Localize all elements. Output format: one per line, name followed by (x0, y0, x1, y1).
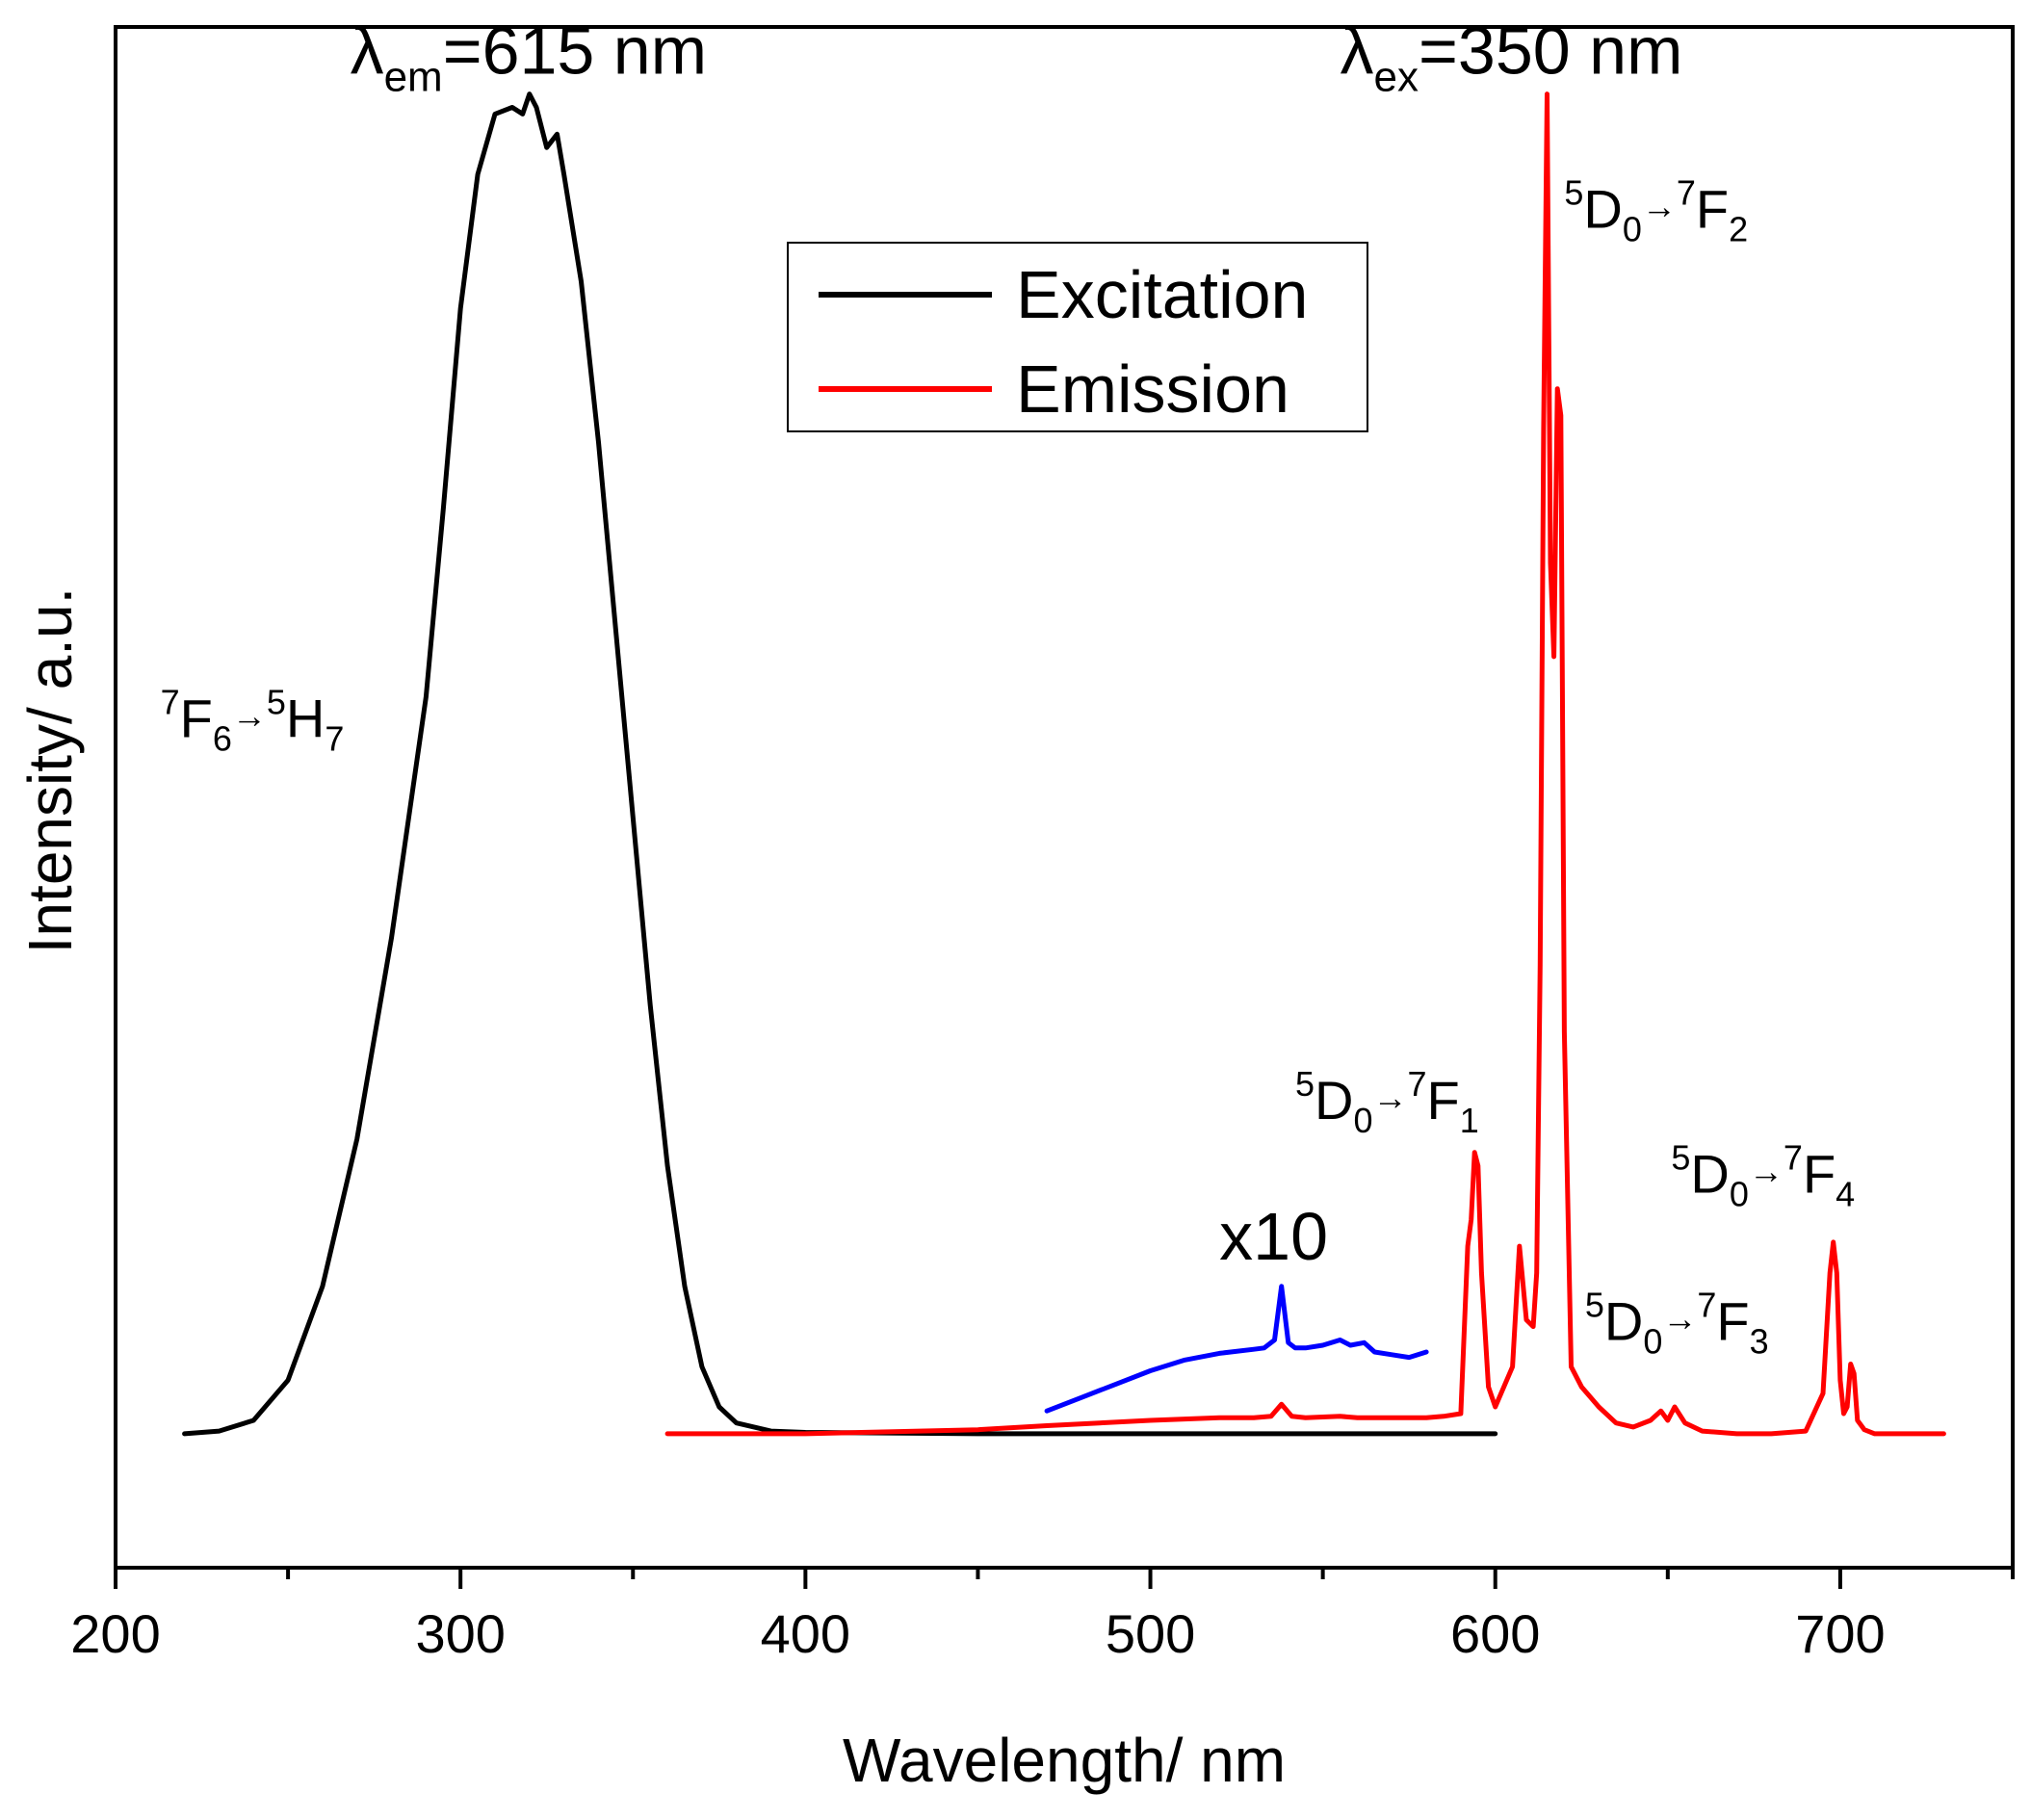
legend-box (787, 242, 1368, 432)
transition-label: 5D0→7F1 (1295, 1064, 1479, 1140)
legend: Excitation Emission (787, 242, 1368, 432)
transition-label-part: 7 (1784, 1137, 1803, 1177)
transition-label-part: 5 (1564, 173, 1583, 213)
lambda-symbol: λ (1341, 13, 1374, 89)
transition-label-part: D (1583, 179, 1622, 240)
transition-label-part: → (1749, 1151, 1784, 1190)
transition-label-part: 3 (1750, 1321, 1769, 1361)
series-line-emission (664, 91, 1946, 1437)
scale-factor-label: x10 (1219, 1199, 1328, 1274)
series-line-excitation (182, 91, 1498, 1437)
lambda-subscript: ex (1374, 54, 1419, 101)
transition-label-part: → (1662, 1298, 1697, 1338)
series-line-x10 (1044, 1284, 1429, 1414)
wavelength-value: =350 nm (1419, 13, 1682, 89)
transition-label-part: 0 (1353, 1101, 1372, 1140)
transition-label-part: 0 (1623, 210, 1642, 249)
transition-label-part: F (180, 688, 213, 748)
x-tick-label: 200 (70, 1603, 160, 1664)
transition-label-part: 5 (1671, 1137, 1690, 1177)
transition-label-part: → (232, 695, 267, 735)
transition-label-part: 5 (267, 682, 286, 721)
transition-label-part: 7 (1677, 173, 1696, 213)
x-axis-title: Wavelength/ nm (843, 1726, 1286, 1795)
transition-label-part: 5 (1585, 1285, 1604, 1324)
wavelength-label: λex=350 nm (1341, 13, 1683, 101)
transition-label-part: 0 (1730, 1174, 1749, 1213)
transition-label-part: 4 (1836, 1174, 1855, 1213)
x-tick-label: 500 (1106, 1603, 1195, 1664)
wavelength-value: =615 nm (443, 13, 707, 89)
y-axis-title: Intensity/ a.u. (15, 587, 85, 954)
transition-label-part: H (286, 688, 325, 748)
lambda-subscript: em (384, 54, 443, 101)
transition-label-part: D (1690, 1143, 1729, 1204)
legend-label-excitation: Excitation (1016, 257, 1308, 332)
plot-frame (114, 25, 2015, 1570)
transition-label-part: 2 (1729, 210, 1748, 249)
transition-label-part: 6 (213, 718, 232, 758)
transition-label-part: F (1803, 1143, 1836, 1204)
transition-label-part: 1 (1460, 1101, 1479, 1140)
x-tick-label: 600 (1450, 1603, 1540, 1664)
lambda-symbol: λ (351, 13, 384, 89)
x-tick-label: 700 (1795, 1603, 1885, 1664)
x-axis-tick-labels: 200 300 400 500 600 700 (70, 1603, 1885, 1664)
transition-label-part: F (1427, 1070, 1460, 1131)
transition-label-part: 7 (161, 682, 180, 721)
transition-label-part: → (1642, 187, 1677, 226)
transition-label-part: F (1716, 1290, 1749, 1351)
legend-label-emission: Emission (1016, 351, 1289, 427)
annotations-layer: λem=615 nm λex=350 nm7F6→5H75D0→7F25D0→7F… (161, 13, 1856, 1362)
x-axis-ticks (114, 1568, 2015, 1589)
transition-label-part: F (1696, 179, 1729, 240)
x-tick-label: 400 (761, 1603, 850, 1664)
transition-label: 5D0→7F2 (1564, 173, 1748, 249)
transition-label-part: D (1604, 1290, 1643, 1351)
transition-label-part: → (1372, 1078, 1407, 1117)
transition-label-part: D (1315, 1070, 1353, 1131)
x-tick-label: 300 (415, 1603, 505, 1664)
transition-label: 5D0→7F4 (1671, 1137, 1855, 1213)
transition-label-part: 0 (1643, 1321, 1662, 1361)
transition-label-part: 7 (1697, 1285, 1716, 1324)
wavelength-label: λem=615 nm (351, 13, 707, 101)
transition-label-part: 7 (1407, 1064, 1426, 1104)
series-layer (182, 91, 1946, 1437)
transition-label-part: 5 (1295, 1064, 1315, 1104)
transition-label-part: 7 (325, 718, 344, 758)
transition-label: 7F6→5H7 (161, 682, 345, 758)
transition-label: 5D0→7F3 (1585, 1285, 1769, 1361)
